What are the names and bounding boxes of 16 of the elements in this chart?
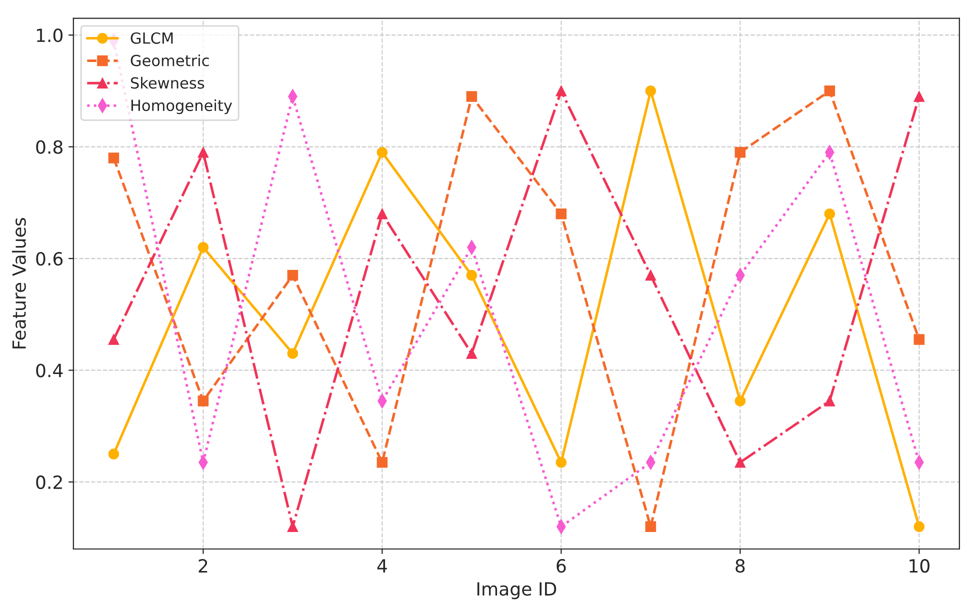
y-tick-label: 0.4	[36, 364, 63, 378]
x-tick-label: 4	[377, 559, 387, 572]
x-tick-label: 8	[736, 559, 745, 573]
x-axis-title: Image ID	[477, 582, 556, 600]
legend-label: Homogeneity	[131, 99, 232, 114]
legend-label: GLCM	[130, 32, 173, 44]
y-axis-title: Feature Values	[12, 218, 26, 348]
x-tick-label: 6	[556, 559, 566, 573]
x-tick-label: 2	[198, 559, 208, 572]
y-tick-label: 0.6	[36, 252, 63, 266]
y-tick-label: 1.0	[36, 28, 63, 42]
y-tick-label: 0.2	[36, 475, 62, 490]
legend-label: Skewness	[130, 76, 204, 89]
y-tick-label: 0.8	[36, 140, 62, 154]
x-tick-label: 10	[910, 559, 930, 573]
legend-label: Geometric	[130, 54, 209, 66]
